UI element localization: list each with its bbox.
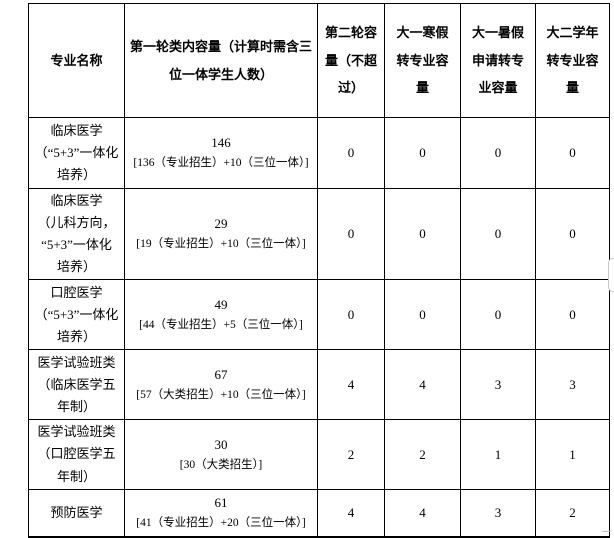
round1-detail: [136（专业招生）+10（三位一体）] [133,157,309,170]
header-major-name: 专业名称 [28,3,125,118]
clipped-edge-widget [608,258,614,292]
round1-detail: [44（专业招生）+5（三位一体）] [139,319,303,332]
header-sophomore-transfer: 大二学年 转专业容 量 [535,3,610,118]
cell-freshman-winter-capacity: 0 [384,187,461,281]
cell-freshman-summer-capacity: 0 [460,279,536,351]
cell-freshman-summer-capacity: 0 [460,117,536,189]
cell-round2-capacity: 2 [317,419,385,490]
table-row: 口腔医学 （“5+3”一体化 培养） 49 [44（专业招生）+5（三位一体）]… [28,279,610,351]
round1-total: 67 [214,367,228,383]
round1-detail: [41（专业招生）+20（三位一体）] [136,517,306,530]
round1-detail: [57（大类招生）+10（三位一体）] [136,389,306,402]
cell-freshman-winter-capacity: 0 [384,117,461,189]
cell-major-name: 医学试验班类 （临床医学五 年制） [28,349,125,421]
cell-sophomore-capacity: 0 [535,187,610,281]
cell-round2-capacity: 4 [317,349,385,421]
table-row: 临床医学 （“5+3”一体化 培养） 146 [136（专业招生）+10（三位一… [28,117,610,189]
round1-total: 30 [214,436,228,452]
round1-detail: [30（大类招生）] [179,458,263,471]
round1-total: 61 [214,495,228,511]
cell-round2-capacity: 0 [317,117,385,189]
table-row: 预防医学 61 [41（专业招生）+20（三位一体）] 4 4 3 2 [28,488,610,538]
cell-major-name: 临床医学 （儿科方向， “5+3”一体化 培养） [28,187,125,281]
cell-round1-capacity: 61 [41（专业招生）+20（三位一体）] [124,488,318,538]
table-row: 临床医学 （儿科方向， “5+3”一体化 培养） 29 [19（专业招生）+10… [28,187,610,281]
cell-sophomore-capacity: 3 [535,349,610,421]
cell-major-name: 预防医学 [28,488,125,538]
header-freshman-summer-transfer: 大一暑假 申请转专 业容量 [460,3,536,118]
cell-freshman-summer-capacity: 1 [460,419,536,490]
table-header-row: 专业名称 第一轮类内容量（计算时需含三 位一体学生人数） 第二轮容 量（不超 过… [28,3,610,118]
cell-sophomore-capacity: 2 [535,488,610,538]
cell-sophomore-capacity: 0 [535,279,610,351]
cell-major-name: 口腔医学 （“5+3”一体化 培养） [28,279,125,351]
cell-round1-capacity: 146 [136（专业招生）+10（三位一体）] [124,117,318,189]
cell-major-name: 医学试验班类 （口腔医学五 年制） [28,419,125,490]
header-round1-capacity: 第一轮类内容量（计算时需含三 位一体学生人数） [124,3,318,118]
cell-freshman-winter-capacity: 4 [384,488,461,538]
table-row: 医学试验班类 （临床医学五 年制） 67 [57（大类招生）+10（三位一体）]… [28,349,610,421]
cell-freshman-summer-capacity: 3 [460,488,536,538]
cell-major-name: 临床医学 （“5+3”一体化 培养） [28,117,125,189]
round1-total: 49 [214,297,228,313]
table-row: 医学试验班类 （口腔医学五 年制） 30 [30（大类招生）] 2 2 1 1 [28,419,610,490]
cell-round1-capacity: 67 [57（大类招生）+10（三位一体）] [124,349,318,421]
cell-freshman-winter-capacity: 2 [384,419,461,490]
header-freshman-winter-transfer: 大一寒假 转专业容 量 [384,3,461,118]
cell-freshman-summer-capacity: 0 [460,187,536,281]
cell-freshman-summer-capacity: 3 [460,349,536,421]
cell-round2-capacity: 0 [317,187,385,281]
cell-round1-capacity: 49 [44（专业招生）+5（三位一体）] [124,279,318,351]
cell-round1-capacity: 30 [30（大类招生）] [124,419,318,490]
cell-sophomore-capacity: 1 [535,419,610,490]
round1-detail: [19（专业招生）+10（三位一体）] [136,238,306,251]
cell-round2-capacity: 4 [317,488,385,538]
cell-round1-capacity: 29 [19（专业招生）+10（三位一体）] [124,187,318,281]
cell-freshman-winter-capacity: 0 [384,279,461,351]
round1-total: 146 [211,135,231,151]
round1-total: 29 [214,216,228,232]
cell-sophomore-capacity: 0 [535,117,610,189]
header-round2-capacity: 第二轮容 量（不超 过） [317,3,385,118]
major-transfer-capacity-table: 专业名称 第一轮类内容量（计算时需含三 位一体学生人数） 第二轮容 量（不超 过… [28,3,610,538]
edge-artifact [602,527,613,532]
cell-freshman-winter-capacity: 4 [384,349,461,421]
cell-round2-capacity: 0 [317,279,385,351]
